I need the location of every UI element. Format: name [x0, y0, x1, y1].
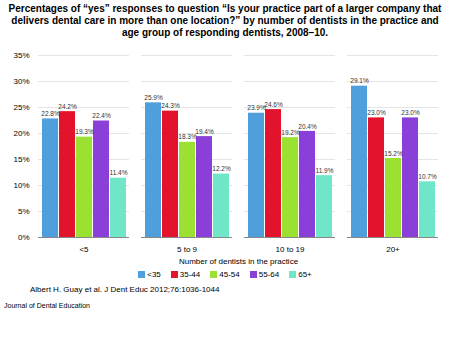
svg-text:22.4%: 22.4%	[92, 112, 111, 119]
svg-text:23.0%: 23.0%	[367, 109, 386, 116]
svg-text:25%: 25%	[13, 103, 29, 112]
svg-text:<5: <5	[79, 245, 89, 254]
svg-text:15.2%: 15.2%	[384, 150, 403, 157]
html-text:55-64: 55-64	[258, 270, 280, 279]
svg-text:18.3%: 18.3%	[178, 133, 197, 140]
html-text:45-54: 45-54	[219, 270, 240, 279]
html-text:65+: 65+	[298, 270, 312, 279]
svg-text:10%: 10%	[13, 181, 29, 190]
svg-text:20%: 20%	[13, 129, 29, 138]
html-text:Albert H. Guay et al. J Dent E: Albert H. Guay et al. J Dent Educ 2012;7…	[30, 285, 220, 294]
svg-text:30%: 30%	[13, 77, 29, 86]
svg-text:15%: 15%	[13, 155, 29, 164]
html-text:Percentages of “yes” responses: Percentages of “yes” responses to questi…	[8, 3, 442, 38]
svg-text:0%: 0%	[18, 233, 30, 242]
svg-text:19.2%: 19.2%	[281, 129, 300, 136]
svg-text:20+: 20+	[386, 245, 400, 254]
svg-text:35%: 35%	[13, 51, 29, 60]
svg-text:25.9%: 25.9%	[144, 94, 163, 101]
svg-text:24.3%: 24.3%	[161, 102, 180, 109]
svg-text:23.9%: 23.9%	[247, 104, 266, 111]
svg-text:11.9%: 11.9%	[316, 167, 334, 174]
svg-text:20.4%: 20.4%	[298, 123, 317, 130]
html-text:35-44: 35-44	[179, 270, 201, 279]
svg-text:10 to 19: 10 to 19	[276, 245, 305, 254]
svg-text:23.0%: 23.0%	[401, 109, 420, 116]
svg-text:19.4%: 19.4%	[195, 128, 214, 135]
html-text:Journal of Dental Education: Journal of Dental Education	[4, 302, 90, 309]
svg-text:10.7%: 10.7%	[418, 173, 437, 180]
svg-text:24.2%: 24.2%	[58, 103, 77, 110]
svg-text:Number of dentists in the prac: Number of dentists in the practice	[179, 257, 299, 266]
svg-text:24.6%: 24.6%	[264, 101, 283, 108]
svg-text:12.2%: 12.2%	[212, 165, 231, 172]
svg-text:22.8%: 22.8%	[41, 110, 60, 117]
svg-text:19.3%: 19.3%	[75, 128, 94, 135]
svg-text:11.4%: 11.4%	[110, 169, 128, 176]
svg-text:29.1%: 29.1%	[350, 77, 369, 84]
svg-text:5 to 9: 5 to 9	[177, 245, 198, 254]
html-text:<35: <35	[147, 270, 161, 279]
svg-text:5%: 5%	[18, 207, 30, 216]
